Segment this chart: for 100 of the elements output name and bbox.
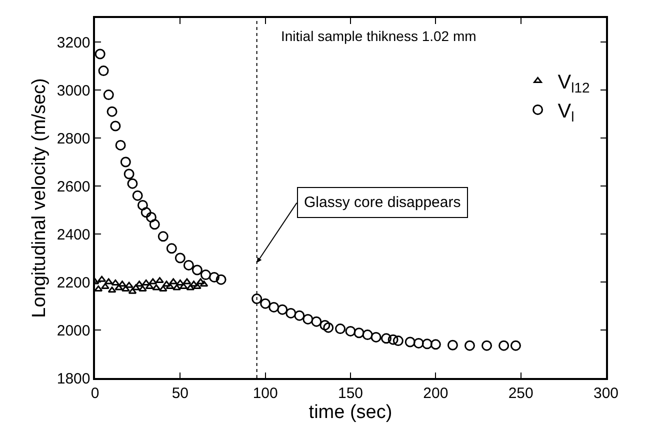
point xyxy=(311,316,322,327)
point xyxy=(124,282,134,288)
point xyxy=(169,278,178,284)
point xyxy=(179,283,188,290)
point xyxy=(498,340,510,351)
point xyxy=(200,280,208,287)
point xyxy=(354,328,364,338)
point xyxy=(252,294,262,304)
annotation: Glassy core disappears xyxy=(304,194,461,211)
point xyxy=(104,278,113,284)
point xyxy=(114,284,124,290)
y-tick-label: 3000 xyxy=(56,82,90,100)
point xyxy=(101,283,110,290)
point xyxy=(422,338,432,350)
point xyxy=(145,283,154,290)
point xyxy=(388,334,398,345)
point xyxy=(335,324,346,334)
point xyxy=(482,340,492,351)
y-tick-label: 1800 xyxy=(56,370,90,388)
point xyxy=(120,156,131,168)
point xyxy=(135,280,144,287)
point xyxy=(162,280,171,287)
point xyxy=(98,276,106,282)
legend-label: V$_{l12}$ xyxy=(558,72,590,96)
point xyxy=(156,277,164,284)
point xyxy=(176,279,184,286)
point xyxy=(294,310,305,321)
point xyxy=(172,284,181,290)
point xyxy=(268,302,280,312)
point xyxy=(132,190,143,201)
x-tick-label: 0 xyxy=(90,384,100,402)
point xyxy=(149,219,160,230)
point xyxy=(430,339,441,350)
point xyxy=(208,272,220,282)
point xyxy=(190,280,198,287)
point xyxy=(464,340,475,351)
point xyxy=(302,314,314,324)
point xyxy=(95,48,106,60)
point xyxy=(192,264,202,276)
point xyxy=(115,140,126,150)
point xyxy=(370,332,382,342)
point xyxy=(95,285,103,292)
x-tick-label: 100 xyxy=(252,384,278,402)
legend-label: V$_{l}$ xyxy=(558,100,574,125)
point xyxy=(98,66,109,76)
y-tick-label: 2600 xyxy=(56,178,90,196)
point xyxy=(260,298,271,309)
point xyxy=(186,284,195,290)
x-tick-label: 250 xyxy=(508,384,534,402)
point xyxy=(128,288,137,294)
point xyxy=(124,168,134,180)
x-tick-label: 200 xyxy=(423,384,448,402)
point xyxy=(158,231,168,242)
point xyxy=(110,120,121,132)
point xyxy=(404,336,416,348)
point xyxy=(137,200,148,210)
point xyxy=(108,286,116,293)
point xyxy=(200,270,211,280)
point xyxy=(146,212,156,222)
y-tick-label: 2800 xyxy=(56,130,90,148)
point xyxy=(152,284,161,290)
point xyxy=(142,279,150,286)
point xyxy=(138,285,147,292)
point xyxy=(362,330,373,340)
point xyxy=(182,278,192,284)
point xyxy=(183,260,194,270)
point xyxy=(174,252,186,264)
point xyxy=(381,333,392,344)
point xyxy=(196,278,205,284)
point xyxy=(413,338,424,348)
point xyxy=(158,285,168,292)
annotation: Initial sample thikness 1.02 mm xyxy=(281,28,476,44)
point xyxy=(118,280,126,287)
point xyxy=(286,308,296,318)
point xyxy=(166,243,177,254)
point xyxy=(447,340,458,350)
y-tick-label: 2000 xyxy=(56,322,90,340)
x-tick-label: 50 xyxy=(172,384,189,402)
point xyxy=(166,283,174,290)
point xyxy=(132,284,140,290)
point xyxy=(320,320,330,330)
point xyxy=(277,304,288,315)
point xyxy=(148,278,158,284)
y-tick-label: 2400 xyxy=(56,226,90,244)
point xyxy=(111,279,120,286)
point xyxy=(140,207,152,218)
point xyxy=(192,283,202,290)
y-axis-title: Longitudinal velocity (m/sec) xyxy=(29,78,50,318)
point xyxy=(510,340,521,351)
point xyxy=(103,90,114,100)
x-tick-label: 150 xyxy=(338,384,364,402)
y-tick-label: 2200 xyxy=(56,274,90,292)
y-tick-label: 3200 xyxy=(56,34,90,52)
point xyxy=(106,106,118,117)
point xyxy=(392,336,404,346)
point xyxy=(127,178,138,189)
point xyxy=(323,322,334,333)
x-axis-title: time (sec) xyxy=(308,402,392,424)
point xyxy=(345,326,356,336)
x-tick-label: 300 xyxy=(593,384,619,402)
